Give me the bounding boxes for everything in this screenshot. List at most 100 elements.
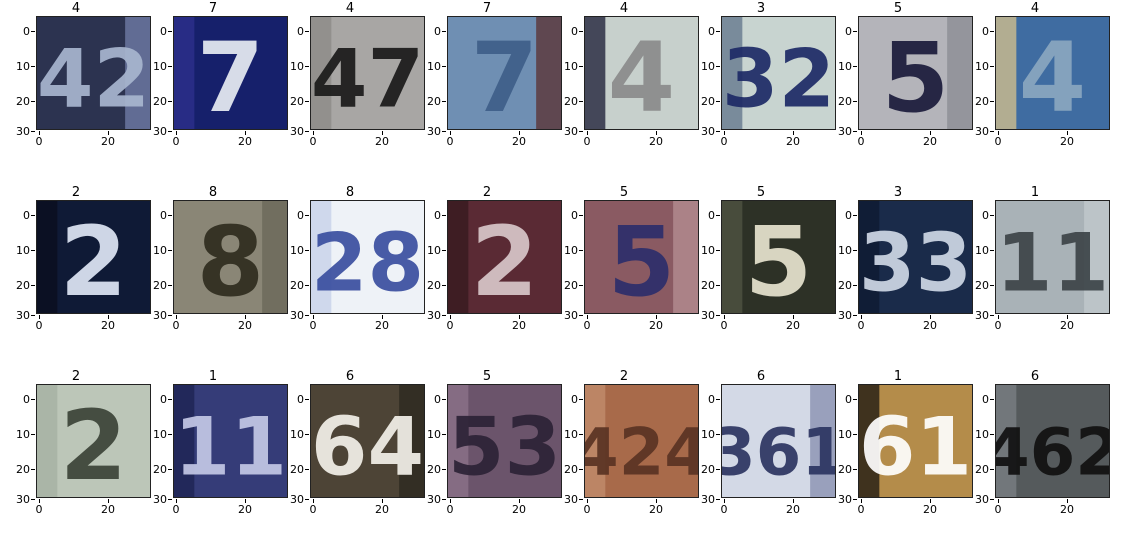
- y-tick-label: 30: [0, 126, 35, 137]
- house-number-digits: 4: [608, 21, 676, 129]
- house-number-digits: 2: [471, 205, 539, 313]
- digit-image: 11: [173, 384, 288, 498]
- digit-image: 33: [858, 200, 973, 314]
- y-tick-label: 0: [137, 26, 172, 37]
- panel: 64620102030020: [959, 368, 1110, 528]
- y-tick-label: 10: [685, 245, 720, 256]
- panel: 4 47 0 10 20 30 0 20: [274, 0, 425, 160]
- y-tick-label: 30: [959, 310, 994, 321]
- y-tick-label: 20: [822, 96, 857, 107]
- house-number-digits: 61: [859, 401, 972, 495]
- y-tick-label: 20: [822, 280, 857, 291]
- panel: 5 5 0 10 20 30 0 20: [685, 184, 836, 344]
- y-tick-label: 0: [959, 210, 994, 221]
- y-tick-label: 30: [822, 494, 857, 505]
- y-tick-label: 20: [685, 464, 720, 475]
- y-tick-label: 0: [685, 210, 720, 221]
- digit-image: 462: [995, 384, 1110, 498]
- panel: 8 28 0 10 20 30 0 20: [274, 184, 425, 344]
- y-tick-label: 20: [0, 280, 35, 291]
- y-tick-label: 0: [959, 26, 994, 37]
- image-shade: [37, 201, 58, 313]
- house-number-digits: 64: [311, 401, 424, 495]
- panel: 3 32 0 10 20 30 0 20: [685, 0, 836, 160]
- x-tick-label: 0: [24, 131, 54, 147]
- image-shade: [722, 201, 743, 313]
- panel-title: 8: [345, 185, 355, 200]
- x-tick-label: 0: [24, 315, 54, 331]
- y-tick-label: 20: [0, 464, 35, 475]
- y-tick-label: 10: [822, 61, 857, 72]
- y-tick-label: 0: [822, 210, 857, 221]
- digit-image: 7: [447, 16, 562, 130]
- panel-title: 2: [71, 185, 81, 200]
- y-tick-label: 10: [548, 245, 583, 256]
- y-tick-label: 10: [137, 61, 172, 72]
- y-tick-label: 30: [685, 126, 720, 137]
- y-tick-label: 10: [959, 245, 994, 256]
- digit-image: 11: [995, 200, 1110, 314]
- digit-image: 53: [447, 384, 562, 498]
- y-tick-label: 30: [137, 126, 172, 137]
- panel: 6 64 0 10 20 30 0 20: [274, 368, 425, 528]
- panel-title: 2: [482, 185, 492, 200]
- panel: 8 8 0 10 20 30 0 20: [137, 184, 288, 344]
- x-tick-label: 20: [915, 131, 945, 147]
- house-number-digits: 11: [174, 401, 287, 495]
- x-tick-label: 20: [778, 499, 808, 515]
- y-tick-label: 10: [822, 429, 857, 440]
- x-tick-label: 0: [983, 499, 1013, 515]
- digit-image: 5: [721, 200, 836, 314]
- panel-title: 1: [208, 369, 218, 384]
- panel: 24240102030020: [548, 368, 699, 528]
- image-shade: [448, 201, 469, 313]
- house-number-digits: 53: [448, 401, 561, 495]
- y-tick-label: 0: [685, 26, 720, 37]
- y-tick-label: 20: [137, 280, 172, 291]
- digit-image: 2: [447, 200, 562, 314]
- y-tick-label: 20: [959, 464, 994, 475]
- y-tick-label: 0: [411, 26, 446, 37]
- x-tick-label: 0: [709, 131, 739, 147]
- panel-title: 4: [619, 1, 629, 16]
- image-shade: [859, 201, 880, 313]
- y-tick-label: 10: [411, 429, 446, 440]
- image-shade: [1084, 201, 1109, 313]
- x-tick-label: 20: [504, 499, 534, 515]
- panel: 7 7 0 10 20 30 0 20: [411, 0, 562, 160]
- image-shade: [125, 17, 150, 129]
- panel-title: 6: [1030, 369, 1040, 384]
- panel: 5 5 0 10 20 30 0 20: [822, 0, 973, 160]
- x-tick-label: 20: [641, 131, 671, 147]
- y-tick-label: 30: [685, 494, 720, 505]
- y-tick-label: 30: [548, 494, 583, 505]
- x-tick-label: 20: [93, 499, 123, 515]
- x-tick-label: 20: [778, 131, 808, 147]
- y-tick-label: 0: [411, 394, 446, 405]
- y-tick-label: 0: [548, 26, 583, 37]
- panel-title: 2: [619, 369, 629, 384]
- x-tick-label: 0: [298, 499, 328, 515]
- y-tick-label: 20: [274, 280, 309, 291]
- y-tick-label: 0: [137, 394, 172, 405]
- y-tick-label: 30: [274, 494, 309, 505]
- y-tick-label: 30: [0, 494, 35, 505]
- y-tick-label: 10: [822, 245, 857, 256]
- x-tick-label: 20: [504, 315, 534, 331]
- y-tick-label: 0: [959, 394, 994, 405]
- panel-title: 6: [345, 369, 355, 384]
- y-tick-label: 0: [411, 210, 446, 221]
- house-number-digits: 8: [197, 205, 265, 313]
- house-number-digits: 7: [471, 21, 539, 129]
- x-tick-label: 20: [367, 499, 397, 515]
- x-tick-label: 20: [367, 315, 397, 331]
- y-tick-label: 20: [137, 96, 172, 107]
- image-shade: [722, 17, 743, 129]
- digit-image: 5: [858, 16, 973, 130]
- y-tick-label: 20: [548, 96, 583, 107]
- y-tick-label: 10: [274, 429, 309, 440]
- y-tick-label: 30: [0, 310, 35, 321]
- y-tick-label: 30: [822, 126, 857, 137]
- y-tick-label: 20: [548, 280, 583, 291]
- house-number-digits: 462: [996, 415, 1109, 491]
